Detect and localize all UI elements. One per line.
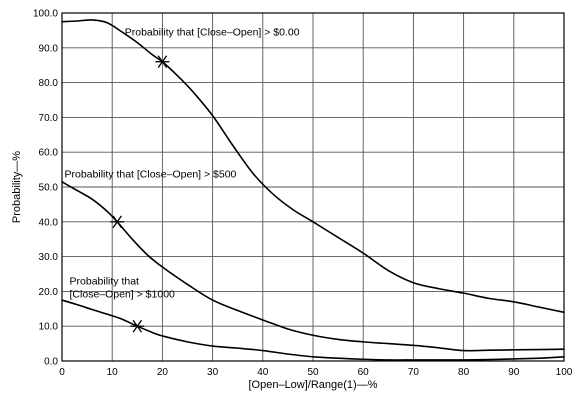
y-tick-label: 0.0 [44, 357, 58, 368]
x-tick-labels: 0 10 20 30 40 50 60 70 80 90 100 [59, 367, 573, 378]
y-tick-label: 10.0 [39, 322, 59, 333]
series-label: Probability that [Close–Open] > $1000 [70, 275, 176, 300]
x-tick-label: 70 [408, 367, 420, 378]
x-tick-label: 10 [107, 367, 119, 378]
y-tick-label: 60.0 [39, 148, 59, 159]
y-tick-label: 30.0 [39, 252, 59, 263]
y-tick-label: 70.0 [39, 113, 59, 124]
y-tick-label: 90.0 [39, 43, 59, 54]
x-tick-label: 80 [458, 367, 470, 378]
series-label: Probability that [Close–Open] > $0.00 [125, 27, 300, 39]
x-tick-label: 30 [207, 367, 219, 378]
series-line-gt-1000 [61, 299, 565, 361]
x-tick-label: 60 [358, 367, 370, 378]
series-annotations: Probability that [Close–Open] > $0.00 Pro… [65, 27, 300, 301]
x-tick-label: 40 [257, 367, 269, 378]
series-markers [110, 55, 170, 333]
x-tick-label: 100 [556, 367, 573, 378]
series-line-gt-0 [61, 19, 565, 314]
y-tick-labels: 0.0 10.0 20.0 30.0 40.0 50.0 60.0 70.0 80.0 90.0 1… [33, 9, 58, 368]
x-axis-title: [Open–Low]/Range(1)—% [248, 379, 377, 391]
y-tick-label: 100.0 [33, 9, 58, 20]
y-tick-label: 20.0 [39, 287, 59, 298]
x-tick-label: 50 [307, 367, 319, 378]
star-marker [155, 55, 170, 69]
y-tick-label: 80.0 [39, 78, 59, 89]
star-marker [110, 215, 125, 229]
y-axis-title: Probability—% [11, 151, 23, 223]
x-tick-label: 20 [157, 367, 169, 378]
y-tick-label: 50.0 [39, 183, 59, 194]
y-tick-label: 40.0 [39, 217, 59, 228]
x-tick-label: 90 [508, 367, 520, 378]
plot-frame [61, 12, 565, 362]
star-marker [130, 319, 145, 333]
x-tick-label: 0 [59, 367, 65, 378]
series-label: Probability that [Close–Open] > $500 [65, 168, 237, 180]
grid-lines [61, 12, 565, 362]
